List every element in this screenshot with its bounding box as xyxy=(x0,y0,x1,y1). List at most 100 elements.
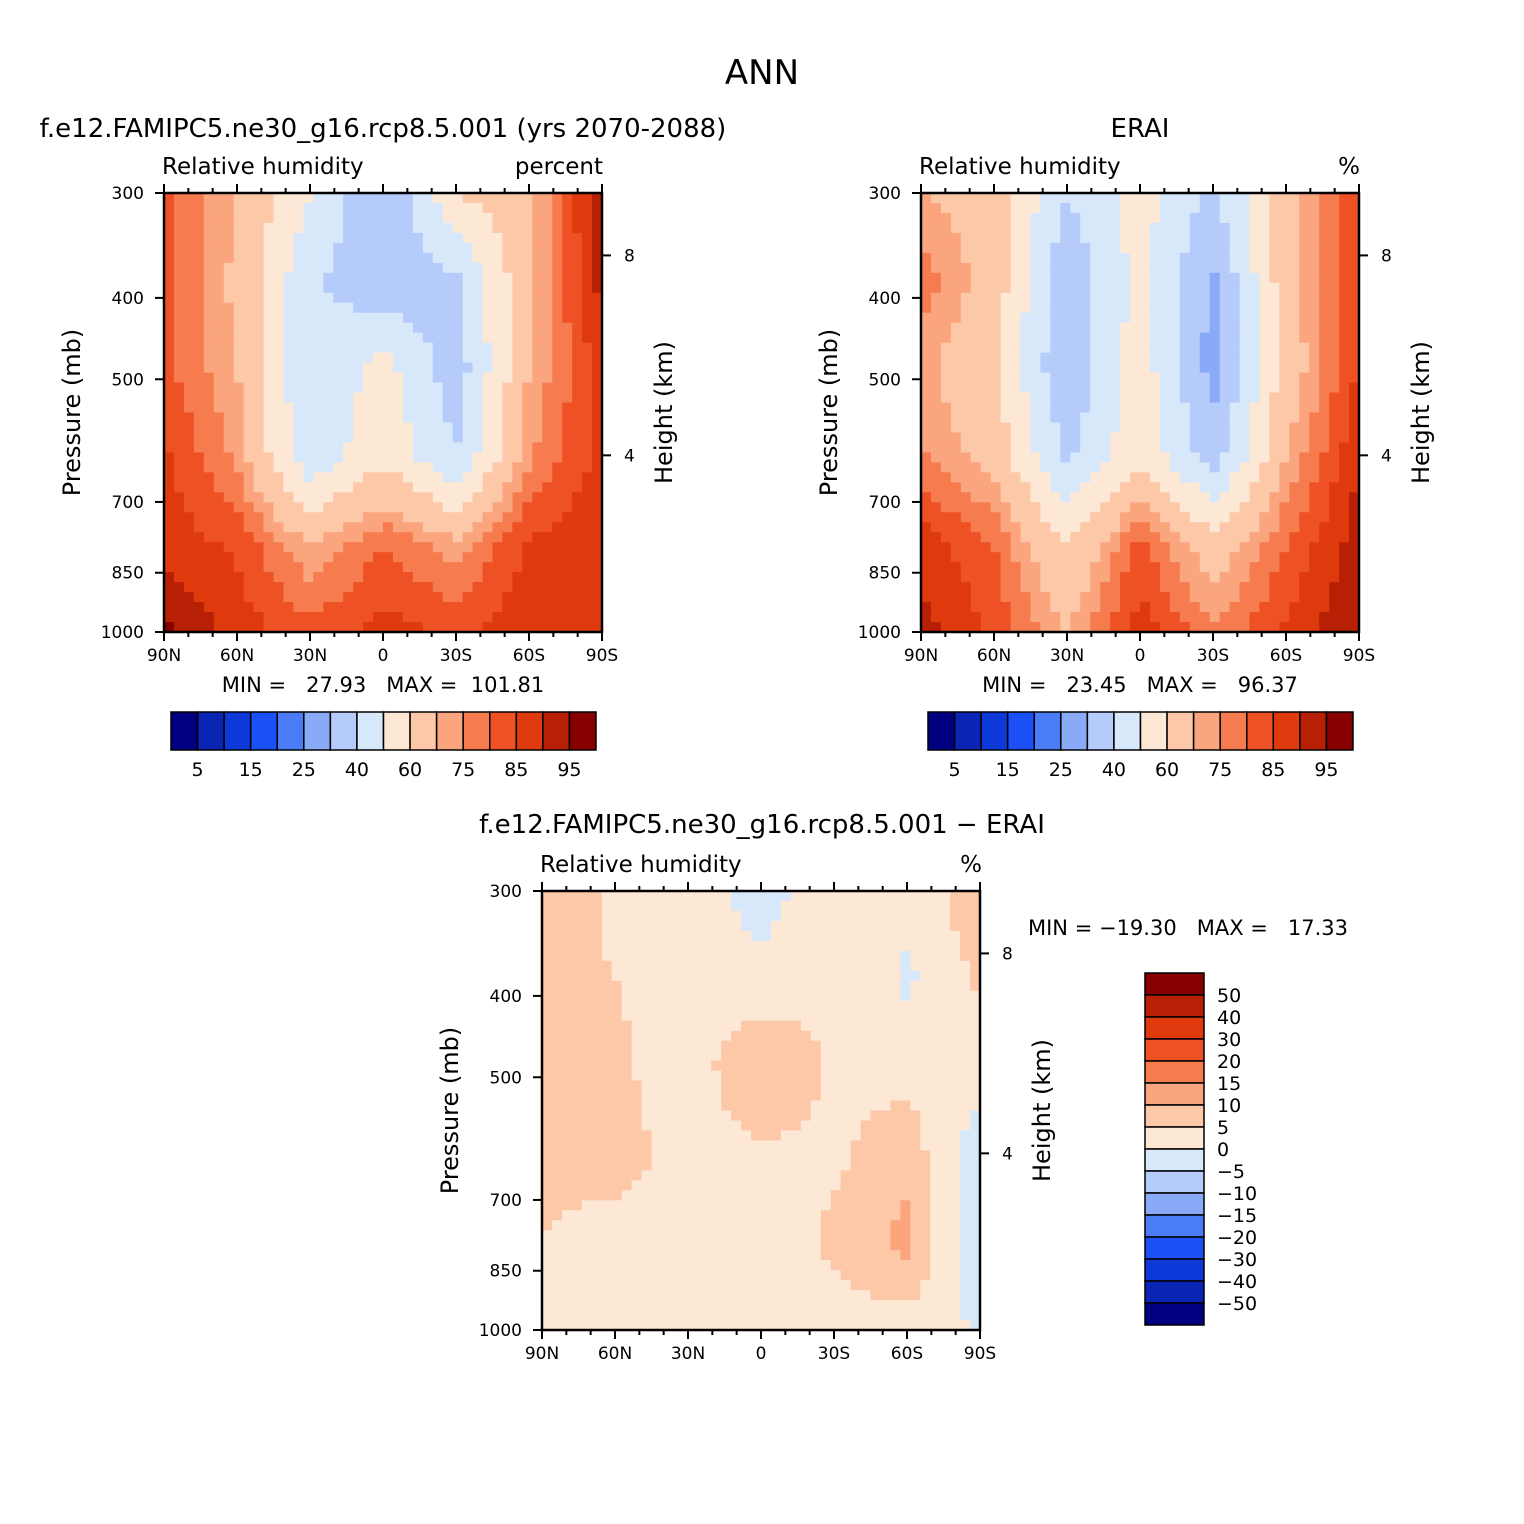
heatmap-cell xyxy=(970,462,982,473)
heatmap-cell xyxy=(751,980,762,992)
heatmap-cell xyxy=(572,582,583,593)
heatmap-cell xyxy=(1010,572,1022,583)
heatmap-cell xyxy=(820,1030,832,1042)
heatmap-cell xyxy=(582,422,593,434)
heatmap-cell xyxy=(373,292,384,304)
heatmap-cell xyxy=(1219,312,1231,324)
heatmap-cell xyxy=(751,1070,762,1082)
heatmap-cell xyxy=(333,382,344,394)
heatmap-cell xyxy=(571,1060,583,1072)
heatmap-cell xyxy=(452,622,464,633)
heatmap-cell xyxy=(452,392,464,404)
heatmap-cell xyxy=(1020,212,1032,224)
heatmap-cell xyxy=(1299,502,1310,513)
heatmap-cell xyxy=(1229,482,1241,493)
heatmap-cell xyxy=(502,532,513,543)
heatmap-cell xyxy=(1219,522,1231,533)
heatmap-cell xyxy=(522,232,533,244)
heatmap-cell xyxy=(691,900,702,912)
heatmap-cell xyxy=(761,1060,772,1072)
heatmap-cell xyxy=(502,442,513,454)
heatmap-cell xyxy=(1040,372,1051,384)
heatmap-cell xyxy=(1149,562,1161,573)
heatmap-cell xyxy=(313,492,324,503)
heatmap-cell xyxy=(1329,322,1340,334)
heatmap-cell xyxy=(1279,252,1290,264)
heatmap-cell xyxy=(970,891,981,902)
heatmap-cell xyxy=(233,382,245,394)
heatmap-cell xyxy=(960,382,972,394)
heatmap-cell xyxy=(1339,592,1350,603)
heatmap-cell xyxy=(213,562,225,573)
heatmap-cell xyxy=(830,1050,842,1062)
heatmap-cell xyxy=(1040,452,1051,463)
heatmap-cell xyxy=(1040,202,1051,214)
heatmap-cell xyxy=(442,332,454,344)
heatmap-cell xyxy=(731,940,742,952)
heatmap-cell xyxy=(223,502,235,513)
heatmap-cell xyxy=(293,582,304,593)
heatmap-cell xyxy=(502,382,513,394)
heatmap-cell xyxy=(1189,612,1201,623)
heatmap-cell xyxy=(193,232,205,244)
heatmap-cell xyxy=(1020,242,1032,254)
heatmap-cell xyxy=(930,292,942,304)
heatmap-cell xyxy=(641,990,653,1002)
heatmap-cell xyxy=(1010,193,1022,204)
heatmap-cell xyxy=(1269,552,1280,563)
heatmap-cell xyxy=(412,282,424,294)
heatmap-cell xyxy=(921,412,932,424)
heatmap-cell xyxy=(193,392,205,404)
heatmap-cell xyxy=(1299,242,1310,254)
heatmap-cell xyxy=(1249,222,1261,234)
heatmap-cell xyxy=(1080,482,1091,493)
heatmap-cell xyxy=(512,562,523,573)
heatmap-cell xyxy=(233,362,245,374)
heatmap-cell xyxy=(1140,562,1151,573)
heatmap-cell xyxy=(810,1040,822,1052)
heatmap-cell xyxy=(492,572,504,583)
heatmap-cell xyxy=(651,930,663,942)
heatmap-cell xyxy=(950,910,961,922)
heatmap-cell xyxy=(392,502,404,513)
heatmap-cell xyxy=(1100,212,1111,224)
heatmap-cell xyxy=(303,282,314,294)
heatmap-cell xyxy=(333,262,344,274)
heatmap-cell xyxy=(921,382,932,394)
heatmap-cell xyxy=(402,372,414,384)
heatmap-cell xyxy=(512,502,523,513)
heatmap-cell xyxy=(1259,342,1270,354)
heatmap-cell xyxy=(482,272,494,284)
heatmap-cell xyxy=(502,432,513,444)
heatmap-cell xyxy=(820,980,832,992)
heatmap-cell xyxy=(1010,272,1022,284)
heatmap-cell xyxy=(1010,302,1022,314)
heatmap-cell xyxy=(273,362,285,374)
heatmap-cell xyxy=(402,582,414,593)
heatmap-cell xyxy=(522,572,533,583)
heatmap-cell xyxy=(532,542,543,553)
heatmap-cell xyxy=(1030,602,1042,613)
heatmap-cell xyxy=(621,930,633,942)
heatmap-cell xyxy=(313,272,324,284)
heatmap-cell xyxy=(591,900,603,912)
heatmap-cell xyxy=(990,292,1002,304)
heatmap-cell xyxy=(950,1060,961,1072)
heatmap-cell xyxy=(392,312,404,324)
heatmap-cell xyxy=(1319,302,1330,314)
heatmap-cell xyxy=(213,412,225,424)
heatmap-cell xyxy=(492,612,504,623)
heatmap-cell xyxy=(502,282,513,294)
heatmap-cell xyxy=(1249,252,1261,264)
heatmap-cell xyxy=(343,242,354,254)
heatmap-cell xyxy=(820,1020,832,1032)
heatmap-cell xyxy=(183,612,195,623)
heatmap-cell xyxy=(1010,202,1022,214)
heatmap-cell xyxy=(283,552,294,563)
heatmap-cell xyxy=(1349,212,1360,224)
heatmap-cell xyxy=(1100,522,1111,533)
heatmap-cell xyxy=(1060,622,1071,633)
heatmap-cell xyxy=(940,202,952,214)
heatmap-cell xyxy=(1249,602,1261,613)
heatmap-cell xyxy=(1319,342,1330,354)
